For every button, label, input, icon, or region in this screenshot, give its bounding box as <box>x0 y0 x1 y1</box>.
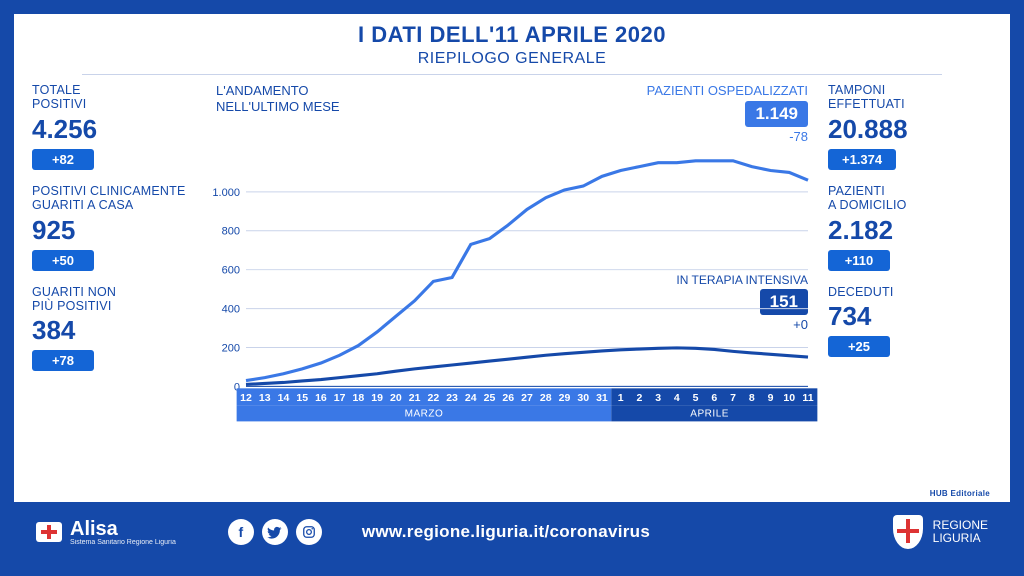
svg-text:19: 19 <box>371 393 383 404</box>
svg-text:11: 11 <box>802 393 813 404</box>
svg-text:28: 28 <box>540 393 552 404</box>
alisa-logo: Alisa Sistema Sanitario Regione Liguria <box>36 519 176 546</box>
svg-text:30: 30 <box>577 393 589 404</box>
alisa-subtitle: Sistema Sanitario Regione Liguria <box>70 539 176 546</box>
stat-value: 2.182 <box>828 215 992 246</box>
social-icons: f <box>228 519 322 545</box>
liguria-shield-icon <box>893 515 923 549</box>
svg-text:18: 18 <box>353 393 365 404</box>
svg-text:8: 8 <box>749 393 755 404</box>
header: I DATI DELL'11 APRILE 2020 RIEPILOGO GEN… <box>14 14 1010 75</box>
stat-value: 925 <box>32 215 196 246</box>
svg-text:10: 10 <box>783 393 795 404</box>
svg-text:17: 17 <box>334 393 346 404</box>
alisa-mark-icon <box>36 522 62 542</box>
stat-value: 4.256 <box>32 114 196 145</box>
svg-text:13: 13 <box>259 393 271 404</box>
svg-text:27: 27 <box>521 393 533 404</box>
alisa-name: Alisa <box>70 519 176 539</box>
svg-text:200: 200 <box>222 343 240 355</box>
svg-text:21: 21 <box>409 393 421 404</box>
annotation-value: 1.149 <box>745 101 808 127</box>
stat-label: POSITIVI CLINICAMENTE GUARITI A CASA <box>32 184 196 213</box>
svg-text:31: 31 <box>596 393 608 404</box>
stat-domicilio: PAZIENTI A DOMICILIO 2.182 +110 <box>828 184 992 271</box>
footer-bar: Alisa Sistema Sanitario Regione Liguria … <box>14 502 1010 562</box>
regione-liguria-logo: REGIONE LIGURIA <box>893 515 988 549</box>
svg-text:600: 600 <box>222 265 240 277</box>
stat-delta: +78 <box>32 350 94 371</box>
svg-text:16: 16 <box>315 393 327 404</box>
svg-text:23: 23 <box>446 393 458 404</box>
svg-text:2: 2 <box>636 393 642 404</box>
stat-guariti-non-positivi: GUARITI NON PIÙ POSITIVI 384 +78 <box>32 285 196 372</box>
svg-text:20: 20 <box>390 393 402 404</box>
chart-area: L'ANDAMENTO NELL'ULTIMO MESE PAZIENTI OS… <box>208 83 816 483</box>
svg-text:29: 29 <box>559 393 571 404</box>
svg-text:800: 800 <box>222 226 240 238</box>
stat-delta: +82 <box>32 149 94 170</box>
stat-totale-positivi: TOTALE POSITIVI 4.256 +82 <box>32 83 196 170</box>
svg-text:APRILE: APRILE <box>690 409 729 420</box>
credit-text: HUB Editoriale <box>930 489 990 498</box>
svg-text:4: 4 <box>674 393 680 404</box>
stat-value: 734 <box>828 301 992 332</box>
page-subtitle: RIEPILOGO GENERALE <box>14 50 1010 68</box>
svg-text:26: 26 <box>502 393 514 404</box>
svg-text:3: 3 <box>655 393 661 404</box>
footer-url[interactable]: www.regione.liguria.it/coronavirus <box>362 522 650 542</box>
svg-text:14: 14 <box>278 393 290 404</box>
stat-label: TAMPONI EFFETTUATI <box>828 83 992 112</box>
annotation-delta: -78 <box>745 129 808 144</box>
facebook-icon[interactable]: f <box>228 519 254 545</box>
stat-value: 20.888 <box>828 114 992 145</box>
svg-text:5: 5 <box>693 393 699 404</box>
stat-label: GUARITI NON PIÙ POSITIVI <box>32 285 196 314</box>
svg-text:24: 24 <box>465 393 477 404</box>
chart-title-right: PAZIENTI OSPEDALIZZATI <box>647 83 808 98</box>
stat-delta: +25 <box>828 336 890 357</box>
svg-text:MARZO: MARZO <box>405 409 444 420</box>
stat-deceduti: DECEDUTI 734 +25 <box>828 285 992 357</box>
svg-text:1.000: 1.000 <box>212 187 240 199</box>
svg-text:1: 1 <box>618 393 624 404</box>
svg-text:400: 400 <box>222 304 240 316</box>
stat-label: PAZIENTI A DOMICILIO <box>828 184 992 213</box>
stat-label: TOTALE POSITIVI <box>32 83 196 112</box>
svg-text:7: 7 <box>730 393 736 404</box>
stat-label: DECEDUTI <box>828 285 992 299</box>
main-row: TOTALE POSITIVI 4.256 +82 POSITIVI CLINI… <box>14 75 1010 483</box>
stat-guariti-casa: POSITIVI CLINICAMENTE GUARITI A CASA 925… <box>32 184 196 271</box>
annotation-ospedalizzati: 1.149 -78 <box>745 101 808 144</box>
line-chart: 02004006008001.0001213141516171819202122… <box>246 153 808 435</box>
svg-text:25: 25 <box>484 393 496 404</box>
instagram-icon[interactable] <box>296 519 322 545</box>
twitter-icon[interactable] <box>262 519 288 545</box>
page-title: I DATI DELL'11 APRILE 2020 <box>14 22 1010 48</box>
stat-value: 384 <box>32 315 196 346</box>
svg-text:6: 6 <box>711 393 717 404</box>
stat-tamponi: TAMPONI EFFETTUATI 20.888 +1.374 <box>828 83 992 170</box>
svg-text:9: 9 <box>768 393 774 404</box>
stat-delta: +110 <box>828 250 890 271</box>
infographic-frame: I DATI DELL'11 APRILE 2020 RIEPILOGO GEN… <box>0 0 1024 576</box>
region-line2: LIGURIA <box>933 532 988 545</box>
chart-title-left: L'ANDAMENTO NELL'ULTIMO MESE <box>216 83 340 114</box>
stats-left: TOTALE POSITIVI 4.256 +82 POSITIVI CLINI… <box>32 83 196 483</box>
stat-delta: +1.374 <box>828 149 896 170</box>
svg-text:15: 15 <box>296 393 308 404</box>
stat-delta: +50 <box>32 250 94 271</box>
svg-text:12: 12 <box>240 393 252 404</box>
stats-right: TAMPONI EFFETTUATI 20.888 +1.374 PAZIENT… <box>828 83 992 483</box>
svg-text:22: 22 <box>427 393 439 404</box>
